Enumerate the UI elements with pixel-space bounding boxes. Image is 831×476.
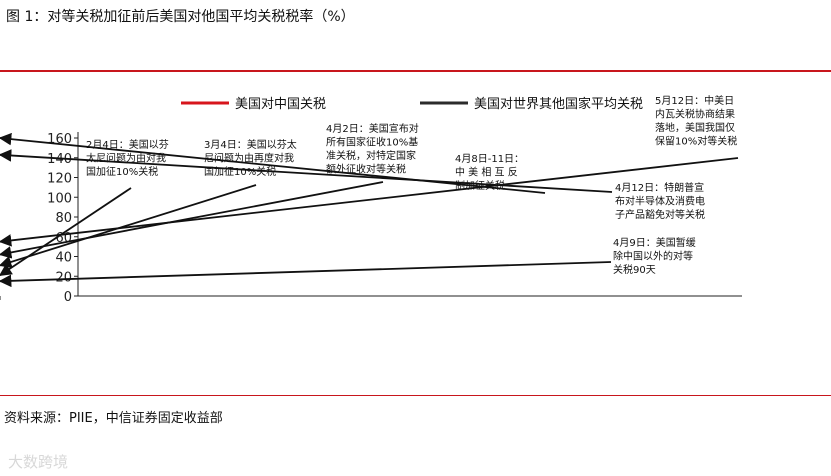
legend-label-china: 美国对中国关税 [235, 97, 326, 112]
annotation-line: 落地，美国我国仅 [655, 121, 735, 134]
y-tick-label: 120 [47, 172, 72, 187]
bottom-rule [0, 395, 831, 396]
annotation-line: 国加征10%关税 [86, 165, 158, 178]
annotation-line: 额外征收对等关税 [326, 163, 406, 176]
y-tick-label: 40 [55, 251, 72, 266]
annotation-line: 4月12日：特朗普宣 [615, 181, 704, 194]
annotation-line: 除中国以外的对等 [613, 250, 693, 263]
annotation-line: 3月4日：美国以芬太 [204, 138, 297, 151]
annotation-arrow [0, 157, 739, 247]
y-tick-label: 100 [47, 191, 72, 206]
annotation-arrow [0, 132, 546, 194]
annotation-arrow [0, 184, 257, 269]
chart-legend: 美国对中国关税 美国对世界其他国家平均关税 [181, 96, 643, 112]
top-rule [0, 70, 831, 72]
annotation-line: 所有国家征收10%基 [326, 136, 418, 149]
annotation-line: 内瓦关税协商结果 [655, 108, 735, 121]
annotation-arrow [0, 261, 612, 288]
annotation-line: 保留10%对等关税 [655, 135, 737, 148]
annotation-line: 准关税，对特定国家 [326, 149, 416, 162]
y-tick-label: 0 [64, 290, 72, 305]
y-tick-label: 20 [55, 270, 72, 285]
annotation-arrow [0, 187, 132, 277]
annotation-line: 4月9日：美国暂缓 [613, 236, 696, 249]
chart-annotations: 2月4日：美国以芬太尼问题为由对我国加征10%关税3月4日：美国以芬太尼问题为由… [0, 94, 739, 288]
annotation-arrow [0, 149, 613, 193]
annotation-line: 5月12日：中美日 [655, 94, 734, 107]
legend-label-world: 美国对世界其他国家平均关税 [474, 96, 643, 112]
annotation-line: 4月8日-11日： [455, 153, 524, 165]
watermark: 大数跨境 [8, 453, 69, 471]
annotation-line: 2月4日：美国以芬 [86, 138, 169, 151]
source-note: 资料来源：PIIE，中信证券固定收益部 [4, 411, 223, 426]
annotation-line: 子产品豁免对等关税 [615, 208, 705, 221]
annotation-line: 关税90天 [613, 263, 656, 276]
annotation-line: 4月2日：美国宣布对 [326, 122, 419, 135]
annotation-arrow [0, 181, 384, 259]
y-tick-label: 80 [55, 211, 72, 226]
annotation-line: 布对半导体及消费电 [615, 195, 705, 208]
figure-title: 图 1：对等关税加征前后美国对他国平均关税税率（%） [6, 9, 355, 25]
annotation-line: 中 美 相 互 反 [455, 166, 518, 179]
